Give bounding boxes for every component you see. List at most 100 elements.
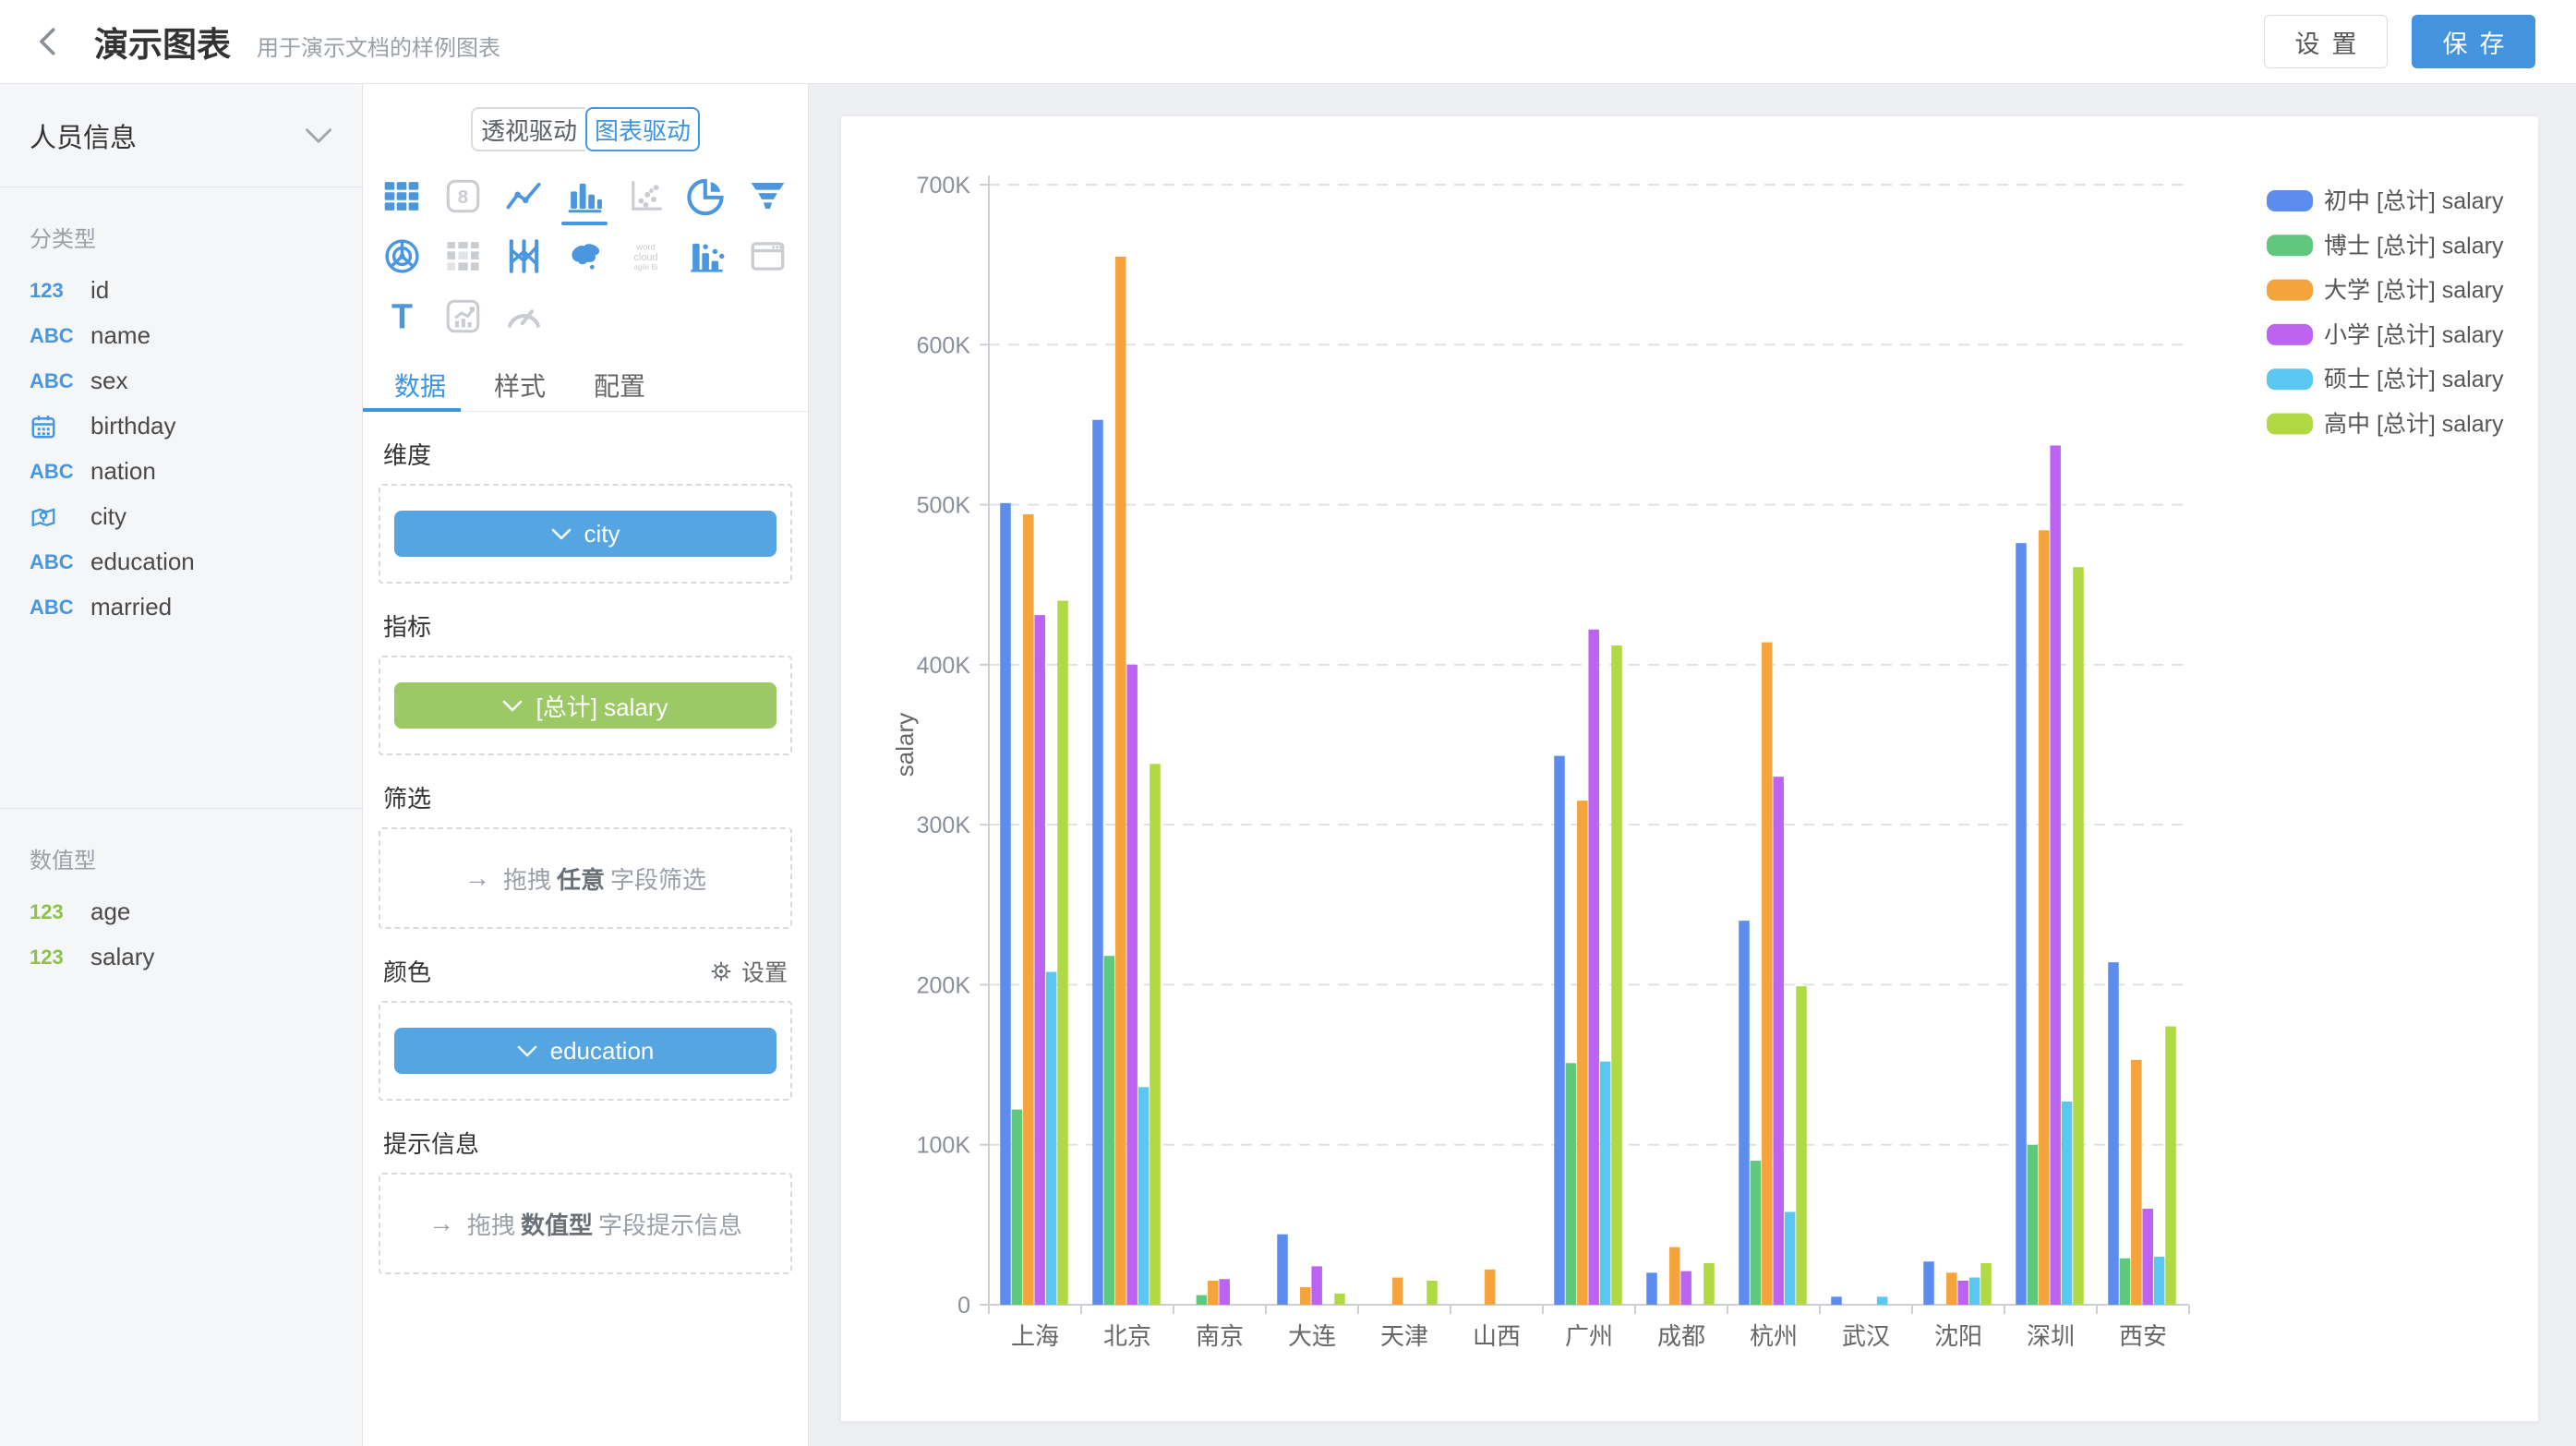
- filter-drop-zone[interactable]: → 拖拽任意字段筛选: [379, 827, 792, 929]
- field-item-name[interactable]: ABCname: [0, 313, 362, 358]
- bar-深圳-0[interactable]: [2016, 543, 2027, 1305]
- dataset-header[interactable]: 人员信息: [0, 84, 362, 187]
- bar-沈阳-4[interactable]: [1969, 1278, 1980, 1305]
- bar-上海-5[interactable]: [1057, 601, 1068, 1305]
- bar-杭州-5[interactable]: [1796, 986, 1807, 1305]
- bar-广州-0[interactable]: [1554, 756, 1565, 1305]
- bar-成都-3[interactable]: [1680, 1271, 1691, 1305]
- bar-杭州-1[interactable]: [1751, 1161, 1762, 1305]
- legend-swatch[interactable]: [2267, 414, 2313, 435]
- bar-天津-5[interactable]: [1426, 1281, 1438, 1305]
- parallel-chart-icon[interactable]: [493, 226, 554, 286]
- field-item-sex[interactable]: ABCsex: [0, 358, 362, 404]
- bar-深圳-4[interactable]: [2062, 1102, 2073, 1305]
- field-item-id[interactable]: 123id: [0, 268, 362, 313]
- text-icon[interactable]: T: [371, 286, 432, 346]
- measure-chip-salary[interactable]: [总计] salary: [394, 682, 776, 729]
- bar-上海-2[interactable]: [1023, 514, 1034, 1305]
- bar-chart-icon[interactable]: [554, 166, 615, 226]
- bar-沈阳-2[interactable]: [1946, 1272, 1957, 1305]
- bar-南京-1[interactable]: [1197, 1295, 1208, 1305]
- rank-bar-icon[interactable]: [676, 226, 737, 286]
- bar-西安-5[interactable]: [2165, 1026, 2176, 1305]
- legend-swatch[interactable]: [2267, 324, 2313, 345]
- dimension-drop-zone[interactable]: city: [379, 484, 792, 584]
- bar-北京-0[interactable]: [1092, 420, 1103, 1305]
- color-settings-button[interactable]: 设置: [709, 955, 788, 988]
- bar-大连-5[interactable]: [1334, 1294, 1345, 1305]
- bar-广州-4[interactable]: [1600, 1062, 1611, 1305]
- bar-南京-2[interactable]: [1208, 1281, 1219, 1305]
- legend-label[interactable]: 高中 [总计] salary: [2324, 412, 2504, 438]
- legend-swatch[interactable]: [2267, 235, 2313, 256]
- china-map-icon[interactable]: [554, 226, 615, 286]
- bar-广州-2[interactable]: [1577, 801, 1588, 1305]
- bar-南京-3[interactable]: [1219, 1279, 1230, 1305]
- legend-swatch[interactable]: [2267, 368, 2313, 390]
- legend-label[interactable]: 大学 [总计] salary: [2324, 278, 2504, 304]
- bar-上海-0[interactable]: [1000, 503, 1011, 1305]
- bar-大连-0[interactable]: [1277, 1235, 1288, 1305]
- bar-深圳-5[interactable]: [2073, 567, 2084, 1305]
- legend-swatch[interactable]: [2267, 280, 2313, 301]
- field-item-birthday[interactable]: birthday: [0, 404, 362, 449]
- bar-深圳-2[interactable]: [2039, 530, 2050, 1305]
- bar-沈阳-5[interactable]: [1980, 1263, 1992, 1305]
- measure-drop-zone[interactable]: [总计] salary: [379, 656, 792, 755]
- radar-chart-icon[interactable]: [371, 226, 432, 286]
- bar-西安-0[interactable]: [2108, 962, 2119, 1305]
- bar-武汉-0[interactable]: [1831, 1296, 1842, 1305]
- settings-button[interactable]: 设置: [2264, 15, 2388, 68]
- table-icon[interactable]: [371, 166, 432, 226]
- tab-data[interactable]: 数据: [370, 359, 470, 411]
- bar-大连-3[interactable]: [1311, 1266, 1322, 1305]
- funnel-chart-icon[interactable]: [737, 166, 798, 226]
- tab-chart-driven[interactable]: 图表驱动: [585, 107, 700, 151]
- legend-label[interactable]: 硕士 [总计] salary: [2324, 367, 2504, 392]
- bar-北京-1[interactable]: [1104, 956, 1115, 1305]
- legend-label[interactable]: 博士 [总计] salary: [2324, 233, 2504, 259]
- bar-广州-1[interactable]: [1566, 1063, 1577, 1305]
- save-button[interactable]: 保存: [2412, 15, 2535, 68]
- bar-北京-4[interactable]: [1138, 1087, 1150, 1305]
- field-item-education[interactable]: ABCeducation: [0, 539, 362, 584]
- field-item-salary[interactable]: 123salary: [0, 934, 362, 980]
- dimension-chip-city[interactable]: city: [394, 511, 776, 557]
- legend-swatch[interactable]: [2267, 190, 2313, 211]
- bar-杭州-4[interactable]: [1785, 1211, 1796, 1305]
- bar-杭州-0[interactable]: [1739, 921, 1750, 1305]
- field-item-age[interactable]: 123age: [0, 889, 362, 934]
- bar-深圳-1[interactable]: [2028, 1145, 2039, 1305]
- field-item-city[interactable]: city: [0, 494, 362, 539]
- color-chip-education[interactable]: education: [394, 1028, 776, 1074]
- bar-杭州-3[interactable]: [1773, 777, 1784, 1305]
- tab-style[interactable]: 样式: [470, 359, 570, 411]
- tab-config[interactable]: 配置: [570, 359, 669, 411]
- bar-上海-4[interactable]: [1046, 972, 1057, 1305]
- field-item-married[interactable]: ABCmarried: [0, 584, 362, 630]
- bar-沈阳-3[interactable]: [1957, 1281, 1968, 1305]
- legend-label[interactable]: 小学 [总计] salary: [2324, 322, 2504, 348]
- legend-label[interactable]: 初中 [总计] salary: [2324, 188, 2504, 214]
- bar-西安-1[interactable]: [2120, 1259, 2131, 1305]
- tooltip-drop-zone[interactable]: → 拖拽数值型字段提示信息: [379, 1173, 792, 1274]
- bar-上海-3[interactable]: [1034, 615, 1045, 1305]
- bar-深圳-3[interactable]: [2050, 445, 2061, 1305]
- bar-广州-3[interactable]: [1588, 630, 1599, 1305]
- line-chart-icon[interactable]: [493, 166, 554, 226]
- bar-北京-3[interactable]: [1126, 665, 1138, 1305]
- bar-天津-2[interactable]: [1392, 1278, 1403, 1305]
- bar-沈阳-0[interactable]: [1923, 1261, 1934, 1305]
- back-icon[interactable]: [30, 19, 66, 64]
- bar-大连-2[interactable]: [1300, 1287, 1311, 1305]
- bar-武汉-4[interactable]: [1877, 1296, 1888, 1305]
- bar-上海-1[interactable]: [1012, 1110, 1023, 1305]
- bar-杭州-2[interactable]: [1762, 643, 1773, 1305]
- bar-西安-3[interactable]: [2142, 1209, 2153, 1305]
- bar-广州-5[interactable]: [1611, 645, 1622, 1305]
- tab-pivot-driven[interactable]: 透视驱动: [471, 107, 585, 151]
- bar-西安-4[interactable]: [2154, 1257, 2165, 1305]
- color-drop-zone[interactable]: education: [379, 1001, 792, 1101]
- bar-西安-2[interactable]: [2131, 1060, 2142, 1305]
- bar-北京-2[interactable]: [1115, 257, 1126, 1305]
